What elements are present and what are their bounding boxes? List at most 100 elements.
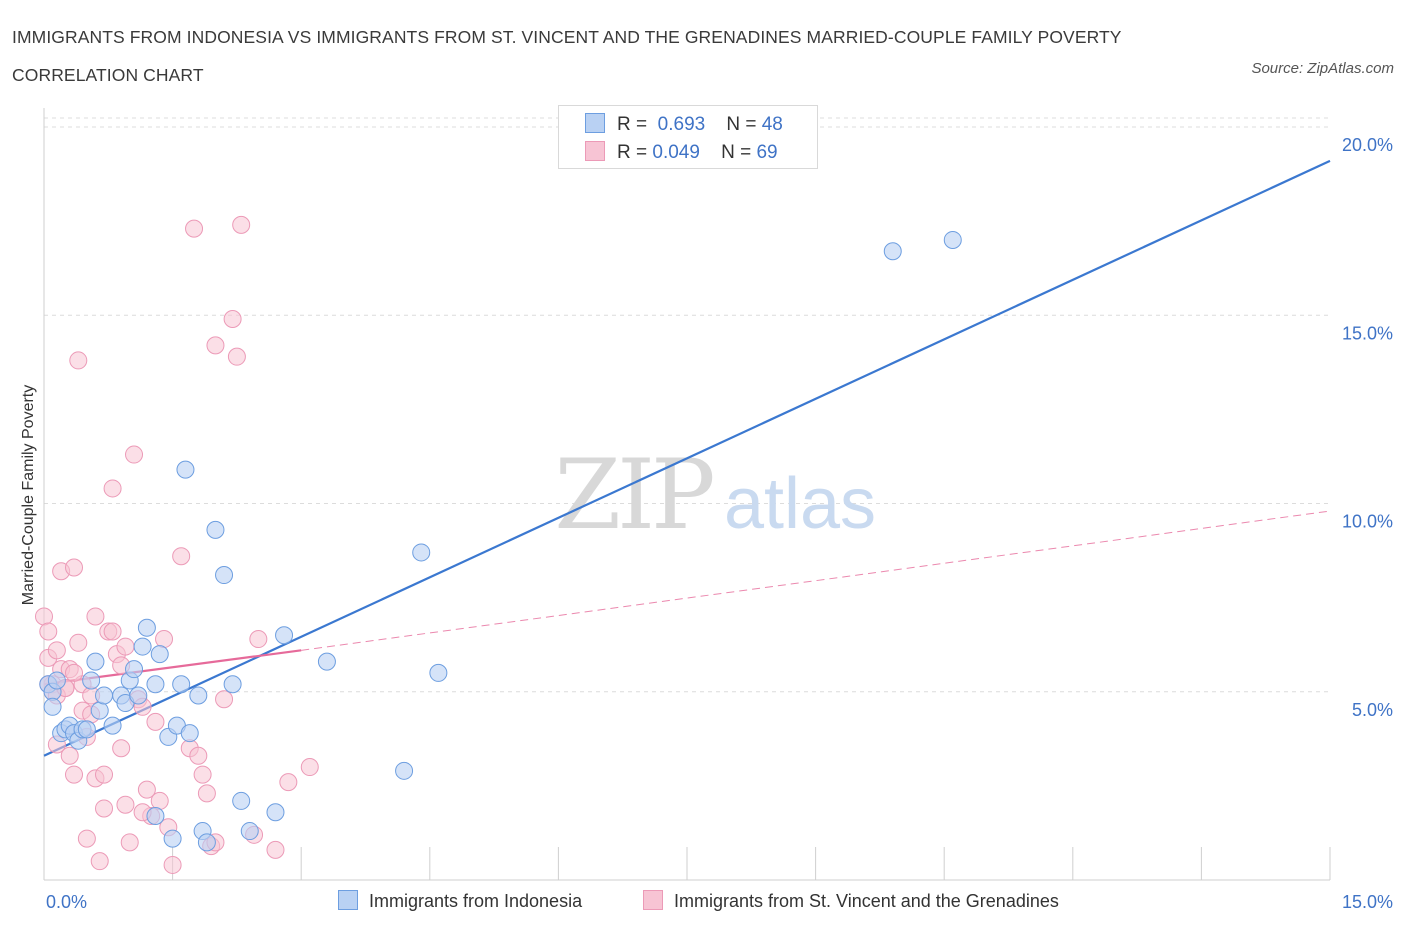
r-label: R =	[617, 114, 648, 135]
point-indonesia	[103, 716, 122, 735]
point-stvincent	[90, 852, 109, 871]
point-stvincent	[197, 784, 216, 803]
stats-legend-row-indonesia: R = 0.693 N = 48	[585, 113, 783, 137]
point-stvincent	[65, 558, 84, 577]
point-stvincent	[69, 633, 88, 652]
point-stvincent	[150, 791, 169, 810]
point-stvincent	[223, 310, 242, 329]
point-stvincent	[249, 630, 268, 649]
point-stvincent	[65, 765, 84, 784]
source-label: Source: ZipAtlas.com	[1251, 60, 1394, 77]
point-stvincent	[116, 795, 135, 814]
legend-item-stvincent[interactable]: Immigrants from St. Vincent and the Gren…	[643, 890, 1059, 912]
point-stvincent	[146, 712, 165, 731]
y-tick-label: 10.0%	[1342, 512, 1393, 532]
y-tick-label: 20.0%	[1342, 135, 1393, 155]
point-stvincent	[60, 746, 79, 765]
legend-item-indonesia[interactable]: Immigrants from Indonesia	[338, 890, 582, 912]
legend-label: Immigrants from St. Vincent and the Gren…	[674, 891, 1059, 911]
y-tick-label: 15.0%	[1342, 323, 1393, 343]
point-indonesia	[176, 460, 195, 479]
point-stvincent	[189, 746, 208, 765]
point-stvincent	[300, 758, 319, 777]
legend-swatch-blue	[338, 890, 358, 910]
point-indonesia	[189, 686, 208, 705]
point-indonesia	[43, 697, 62, 716]
legend-swatch-pink	[643, 890, 663, 910]
point-stvincent	[39, 622, 58, 641]
point-indonesia	[206, 520, 225, 539]
point-indonesia	[232, 791, 251, 810]
point-stvincent	[77, 829, 96, 848]
point-indonesia	[266, 803, 285, 822]
point-indonesia	[146, 806, 165, 825]
legend-swatch-pink	[585, 141, 605, 161]
point-indonesia	[180, 724, 199, 743]
point-indonesia	[172, 675, 191, 694]
point-stvincent	[232, 215, 251, 234]
point-stvincent	[120, 833, 139, 852]
legend-swatch-blue	[585, 113, 605, 133]
point-indonesia	[215, 566, 234, 585]
x-tick-label: 15.0%	[1342, 892, 1393, 912]
stats-legend-row-stvincent: R = 0.049 N = 69	[585, 141, 778, 165]
n-label: N =	[726, 114, 757, 135]
point-indonesia	[47, 671, 66, 690]
point-indonesia	[150, 645, 169, 664]
point-indonesia	[90, 701, 109, 720]
point-indonesia	[146, 675, 165, 694]
point-stvincent	[95, 765, 114, 784]
point-stvincent	[47, 641, 66, 660]
point-indonesia	[137, 618, 156, 637]
point-indonesia	[240, 822, 259, 841]
n-value: 48	[761, 114, 783, 135]
point-stvincent	[227, 347, 246, 366]
point-stvincent	[65, 663, 84, 682]
trend-line-indonesia	[43, 159, 1331, 757]
point-stvincent	[155, 630, 174, 649]
point-stvincent	[193, 765, 212, 784]
trend-line-stvincent-extended	[301, 510, 1331, 651]
tick-labels: 5.0% 10.0% 15.0% 20.0% 0.0% 15.0%	[46, 135, 1393, 912]
point-stvincent	[163, 855, 182, 874]
point-indonesia	[125, 660, 144, 679]
watermark-zip: ZIP	[554, 439, 713, 551]
point-indonesia	[429, 663, 448, 682]
point-indonesia	[129, 686, 148, 705]
legend-label: Immigrants from Indonesia	[369, 891, 583, 911]
point-stvincent	[279, 773, 298, 792]
point-stvincent	[266, 840, 285, 859]
r-label: R =	[617, 142, 648, 163]
y-tick-label: 5.0%	[1352, 700, 1393, 720]
point-stvincent	[103, 622, 122, 641]
point-indonesia	[77, 720, 96, 739]
point-indonesia	[395, 761, 414, 780]
point-indonesia	[275, 626, 294, 645]
chart-title: IMMIGRANTS FROM INDONESIA VS IMMIGRANTS …	[12, 27, 1122, 85]
point-stvincent	[116, 637, 135, 656]
point-indonesia	[317, 652, 336, 671]
point-stvincent	[137, 780, 156, 799]
point-indonesia	[412, 543, 431, 562]
point-indonesia	[133, 637, 152, 656]
n-value: 69	[756, 142, 778, 163]
point-indonesia	[82, 671, 101, 690]
trend-lines	[43, 159, 1331, 757]
point-indonesia	[95, 686, 114, 705]
x-tick-label: 0.0%	[46, 892, 87, 912]
point-stvincent	[35, 607, 53, 626]
point-stvincent	[125, 445, 144, 464]
point-stvincent	[69, 351, 88, 370]
r-value: 0.049	[652, 142, 700, 163]
data-points	[35, 215, 962, 874]
point-stvincent	[185, 219, 204, 238]
axes	[43, 108, 1331, 881]
watermark-atlas: atlas	[724, 464, 876, 544]
point-indonesia	[86, 652, 105, 671]
point-stvincent	[95, 799, 114, 818]
stats-legend: R = 0.693 N = 48 R = 0.049 N = 69	[558, 105, 818, 169]
y-axis-label: Married-Couple Family Poverty	[20, 384, 37, 606]
watermark: ZIP atlas	[554, 439, 876, 551]
point-stvincent	[103, 479, 122, 498]
